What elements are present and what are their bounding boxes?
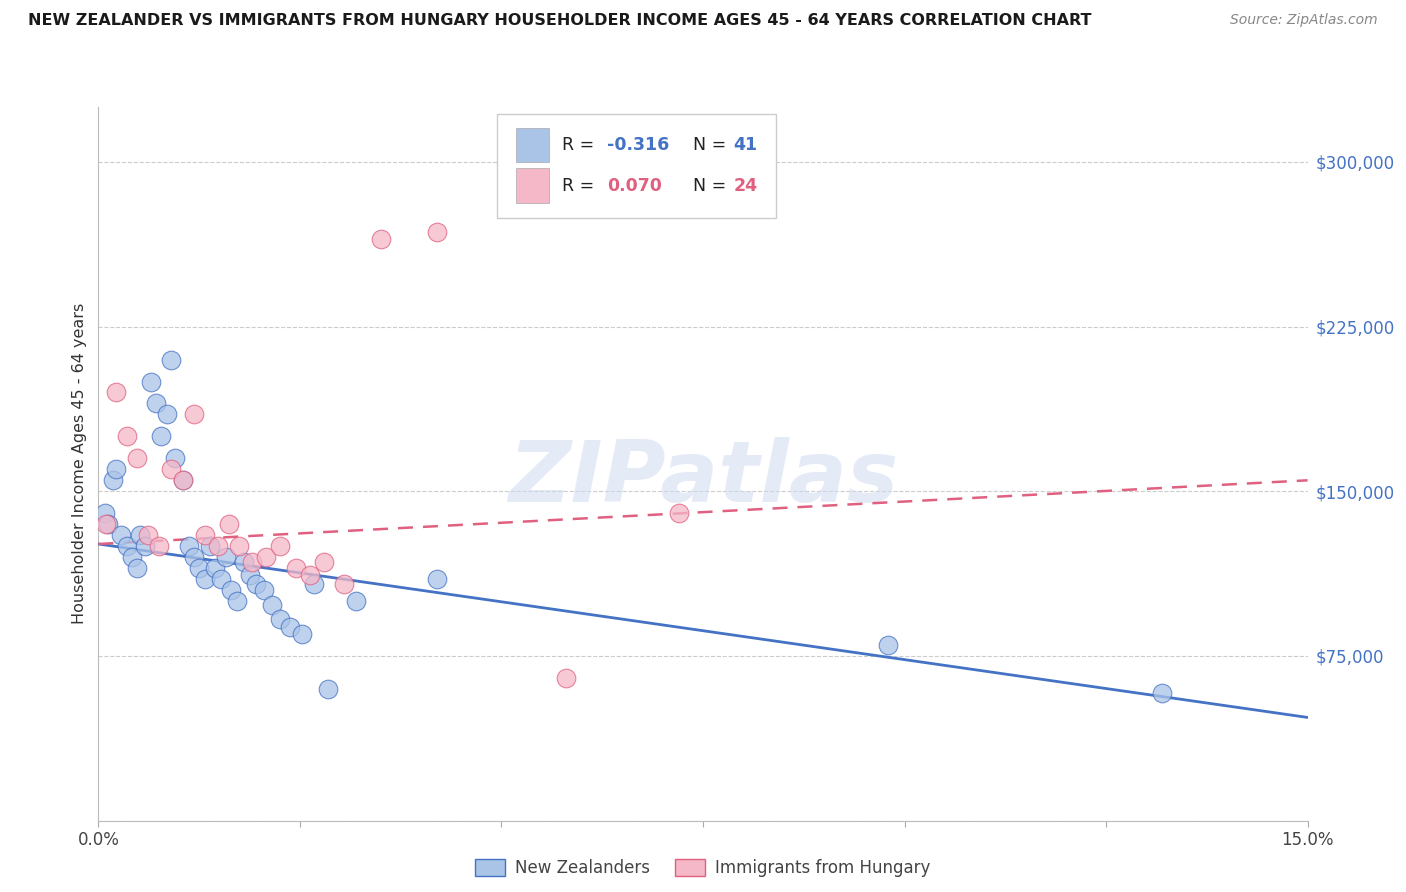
Point: [172, 473, 194, 487]
Point: [198, 539, 221, 553]
Point: [172, 473, 194, 487]
FancyBboxPatch shape: [516, 128, 550, 162]
Point: [105, 462, 128, 476]
Point: [877, 638, 900, 652]
Point: [215, 550, 238, 565]
Text: 24: 24: [734, 177, 758, 194]
Point: [232, 555, 254, 569]
Point: [110, 528, 132, 542]
Point: [129, 528, 152, 542]
Point: [207, 539, 229, 553]
Point: [160, 462, 183, 476]
Text: R =: R =: [561, 177, 599, 194]
Point: [278, 620, 301, 634]
Point: [194, 528, 217, 542]
Point: [134, 539, 156, 553]
Point: [163, 451, 186, 466]
Point: [160, 352, 183, 367]
Point: [127, 561, 149, 575]
Text: Source: ZipAtlas.com: Source: ZipAtlas.com: [1230, 13, 1378, 28]
Point: [156, 408, 179, 422]
Point: [426, 225, 449, 239]
Point: [240, 555, 263, 569]
Text: 41: 41: [734, 136, 758, 153]
Point: [260, 599, 283, 613]
Point: [290, 627, 312, 641]
Point: [96, 517, 118, 532]
Point: [121, 550, 143, 565]
Point: [183, 550, 205, 565]
Point: [426, 572, 449, 586]
Point: [314, 555, 336, 569]
Point: [139, 375, 162, 389]
FancyBboxPatch shape: [516, 169, 550, 202]
Point: [226, 594, 249, 608]
Point: [194, 572, 217, 586]
Point: [115, 429, 138, 443]
Point: [145, 396, 167, 410]
Point: [209, 572, 232, 586]
Point: [304, 576, 326, 591]
Point: [183, 408, 205, 422]
Point: [269, 612, 291, 626]
Point: [228, 539, 250, 553]
Point: [370, 232, 392, 246]
Point: [269, 539, 291, 553]
Point: [218, 517, 240, 532]
Legend: New Zealanders, Immigrants from Hungary: New Zealanders, Immigrants from Hungary: [468, 852, 938, 884]
Point: [253, 583, 276, 598]
FancyBboxPatch shape: [498, 114, 776, 218]
Text: N =: N =: [682, 177, 733, 194]
Point: [105, 385, 128, 400]
Point: [245, 576, 267, 591]
Point: [298, 567, 321, 582]
Point: [188, 561, 211, 575]
Y-axis label: Householder Income Ages 45 - 64 years: Householder Income Ages 45 - 64 years: [72, 303, 87, 624]
Point: [150, 429, 173, 443]
Point: [333, 576, 356, 591]
Point: [138, 528, 160, 542]
Point: [254, 550, 277, 565]
Text: ZIPatlas: ZIPatlas: [508, 436, 898, 520]
Point: [239, 567, 262, 582]
Point: [668, 506, 690, 520]
Point: [148, 539, 170, 553]
Text: R =: R =: [561, 136, 599, 153]
Text: N =: N =: [682, 136, 733, 153]
Point: [177, 539, 200, 553]
Point: [284, 561, 307, 575]
Text: NEW ZEALANDER VS IMMIGRANTS FROM HUNGARY HOUSEHOLDER INCOME AGES 45 - 64 YEARS C: NEW ZEALANDER VS IMMIGRANTS FROM HUNGARY…: [28, 13, 1091, 29]
Point: [101, 473, 124, 487]
Text: 0.070: 0.070: [607, 177, 662, 194]
Point: [97, 517, 120, 532]
Point: [344, 594, 367, 608]
Point: [94, 506, 117, 520]
Point: [316, 681, 339, 696]
Point: [115, 539, 138, 553]
Text: -0.316: -0.316: [607, 136, 669, 153]
Point: [127, 451, 149, 466]
Point: [204, 561, 226, 575]
Point: [221, 583, 243, 598]
Point: [1152, 686, 1174, 700]
Point: [555, 671, 578, 685]
